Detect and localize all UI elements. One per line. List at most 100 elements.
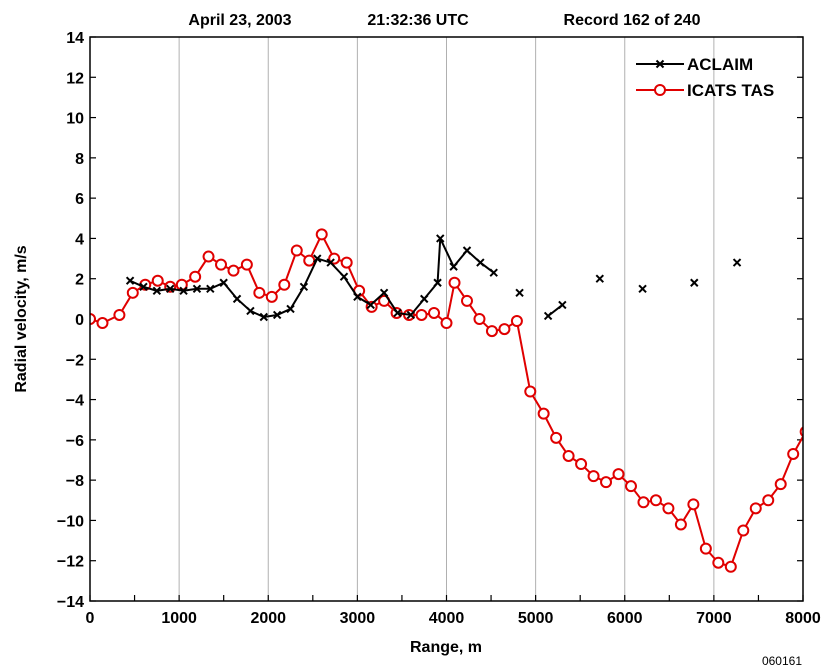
icats-tas-point xyxy=(562,449,575,462)
icats-tas-point xyxy=(749,502,762,515)
plot-frame xyxy=(89,36,804,602)
icats-tas-point xyxy=(253,286,266,299)
aclaim-point xyxy=(339,272,349,281)
y-tick-label: −14 xyxy=(57,594,84,611)
legend-marker-icats-tas xyxy=(654,84,666,96)
icats-tas-point xyxy=(712,556,725,569)
aclaim-point xyxy=(462,246,472,255)
icats-tas-point xyxy=(189,270,202,283)
icats-tas-point xyxy=(537,407,550,420)
legend-item-icats-tas: ICATS TAS xyxy=(636,81,774,100)
icats-tas-point xyxy=(550,431,563,444)
y-tick-label: 12 xyxy=(66,70,84,87)
x-tick-label: 1000 xyxy=(161,610,197,627)
y-tick-label: −10 xyxy=(57,513,84,530)
icats-tas-point xyxy=(240,258,253,271)
aclaim-point xyxy=(326,258,335,267)
aclaim-point xyxy=(219,278,228,287)
aclaim-point xyxy=(489,268,498,277)
x-tick-label: 0 xyxy=(86,610,95,627)
icats-tas-point xyxy=(415,308,428,321)
y-axis-label: Radial velocity, m/s xyxy=(13,245,30,392)
icats-tas-point xyxy=(637,496,650,509)
icats-tas-point xyxy=(151,274,164,287)
icats-tas-point xyxy=(674,518,687,531)
icats-tas-point xyxy=(202,250,215,263)
aclaim-point xyxy=(595,274,605,283)
aclaim-point xyxy=(286,304,295,314)
icats-tas-point xyxy=(290,244,303,257)
x-tick-label: 5000 xyxy=(518,610,554,627)
y-tick-label: 8 xyxy=(75,151,84,168)
icats-tas-point xyxy=(687,498,700,511)
header-record: Record 162 of 240 xyxy=(564,12,701,29)
icats-tas-point xyxy=(799,426,803,438)
icats-tas-point xyxy=(340,256,353,269)
icats-tas-point xyxy=(737,524,750,537)
aclaim-point xyxy=(299,282,309,291)
aclaim-point xyxy=(139,282,148,291)
icats-tas-point xyxy=(90,313,96,325)
icats-tas-point xyxy=(774,478,787,491)
aclaim-point xyxy=(558,300,567,310)
series-layer xyxy=(90,228,823,573)
icats-tas-point xyxy=(624,480,637,493)
x-tick-label: 3000 xyxy=(340,610,376,627)
x-tick-label: 4000 xyxy=(429,610,465,627)
aclaim-point xyxy=(366,300,375,310)
aclaim-point xyxy=(420,294,429,304)
icats-tas-point xyxy=(485,325,498,338)
icats-tas-point xyxy=(600,476,613,489)
aclaim-point xyxy=(690,278,699,287)
y-tick-label: −8 xyxy=(66,473,84,490)
y-tick-label: 10 xyxy=(66,111,84,128)
icats-tas-point xyxy=(724,560,737,573)
x-axis: 0 1000 2000 3000 4000 5000 6000 7000 8000 xyxy=(86,595,821,627)
aclaim-point xyxy=(259,312,269,322)
grid-lines xyxy=(178,37,715,601)
legend-item-aclaim: ACLAIM xyxy=(636,55,753,74)
y-tick-label: 4 xyxy=(75,231,84,248)
y-tick-label: 6 xyxy=(75,191,84,208)
icats-tas-point xyxy=(649,494,662,507)
aclaim-point xyxy=(272,310,282,320)
aclaim-point xyxy=(433,278,442,287)
icats-tas-point xyxy=(448,276,461,289)
y-tick-label: 14 xyxy=(66,30,84,47)
icats-tas-point xyxy=(699,542,712,555)
aclaim-line xyxy=(129,238,495,319)
x-tick-label: 8000 xyxy=(785,610,821,627)
icats-tas-point xyxy=(762,494,775,507)
aclaim-point xyxy=(353,292,362,302)
icats-tas-point xyxy=(126,286,139,299)
icats-tas-point xyxy=(113,308,126,321)
aclaim-point xyxy=(313,254,322,263)
icats-tas-point xyxy=(587,470,600,483)
icats-tas-point xyxy=(498,323,511,336)
icats-tas-point xyxy=(96,317,109,330)
y-tick-label: 2 xyxy=(75,272,84,289)
y-tick-label: −12 xyxy=(57,554,84,571)
header-time: 21:32:36 UTC xyxy=(367,12,469,29)
aclaim-point xyxy=(206,284,215,293)
x-tick-label: 2000 xyxy=(250,610,286,627)
icats-tas-point xyxy=(440,317,453,330)
aclaim-point xyxy=(192,284,202,293)
icats-tas-point xyxy=(524,385,537,398)
aclaim-point xyxy=(638,284,647,293)
aclaim-point xyxy=(125,276,135,285)
icats-tas-point xyxy=(215,258,228,271)
icats-tas-point xyxy=(787,447,800,460)
x-tick-label: 7000 xyxy=(696,610,732,627)
icats-tas-point xyxy=(303,254,316,267)
icats-tas-point xyxy=(428,306,441,319)
legend-label-aclaim: ACLAIM xyxy=(687,55,753,74)
icats-tas-point xyxy=(265,290,278,303)
aclaim-point xyxy=(732,258,742,267)
x-axis-label: Range, m xyxy=(410,639,482,656)
icats-tas-point xyxy=(612,468,625,481)
series-icats-tas xyxy=(90,228,823,573)
aclaim-point xyxy=(543,311,553,321)
icats-tas-point xyxy=(813,407,823,417)
